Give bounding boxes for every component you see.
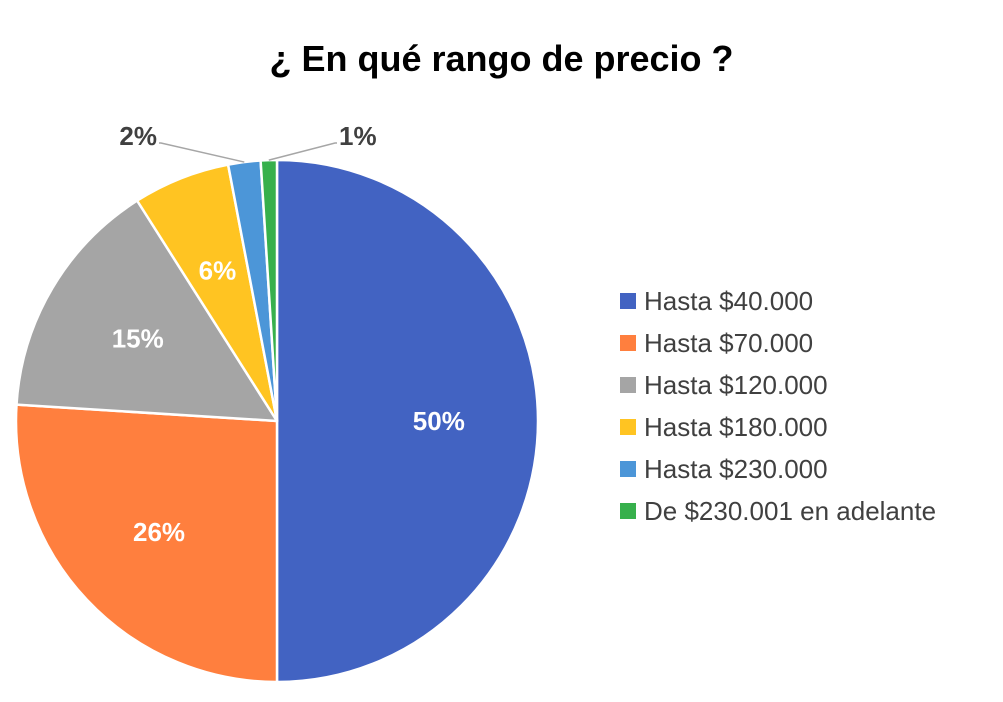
chart-legend: Hasta $40.000 Hasta $70.000 Hasta $120.000… [620, 280, 936, 532]
data-label-hasta-40-000: 50% [413, 406, 465, 436]
legend-item-de-230-001-en-adelante: De $230.001 en adelante [620, 490, 936, 532]
legend-swatch [620, 461, 636, 477]
data-label-hasta-230-000: 2% [119, 121, 157, 151]
pie-slice-hasta-70-000 [14, 403, 279, 684]
legend-swatch [620, 293, 636, 309]
label-leader-lines [159, 142, 337, 163]
data-label-hasta-70-000: 26% [133, 517, 185, 547]
chart-title: ¿ En qué rango de precio ? [269, 38, 734, 79]
pie-slice-hasta-120-000 [15, 199, 279, 423]
legend-label: Hasta $180.000 [644, 411, 828, 442]
data-label-hasta-120-000: 15% [112, 324, 164, 354]
legend-item-hasta-70-000: Hasta $70.000 [620, 322, 936, 364]
pie-slices [14, 158, 540, 684]
legend-swatch [620, 419, 636, 435]
data-label-de-230-001-en-adelante: 1% [339, 121, 377, 151]
pie-slice-hasta-40-000 [275, 158, 540, 684]
legend-label: Hasta $230.000 [644, 453, 828, 484]
legend-label: De $230.001 en adelante [644, 495, 937, 526]
leader-line-de-230-001-en-adelante [268, 142, 337, 161]
legend-swatch [620, 503, 636, 519]
legend-swatch [620, 335, 636, 351]
legend-label: Hasta $70.000 [644, 327, 814, 358]
leader-line-hasta-230-000 [159, 142, 245, 163]
legend-item-hasta-40-000: Hasta $40.000 [620, 280, 936, 322]
data-label-hasta-180-000: 6% [199, 256, 237, 286]
legend-label: Hasta $40.000 [644, 285, 814, 316]
legend-label: Hasta $120.000 [644, 369, 828, 400]
legend-item-hasta-180-000: Hasta $180.000 [620, 406, 936, 448]
legend-item-hasta-120-000: Hasta $120.000 [620, 364, 936, 406]
legend-item-hasta-230-000: Hasta $230.000 [620, 448, 936, 490]
legend-swatch [620, 377, 636, 393]
data-labels: 50% 26% 15% 6% 2% 1% [112, 121, 465, 547]
